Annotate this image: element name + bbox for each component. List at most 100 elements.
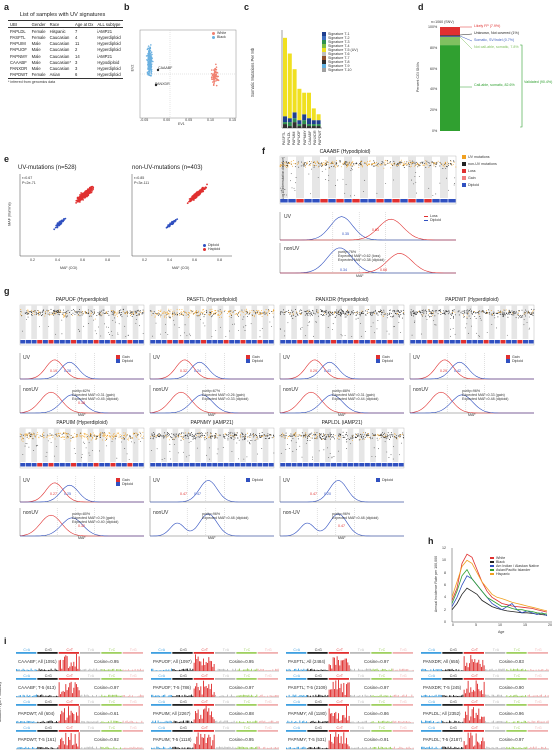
chromosome-band	[228, 305, 235, 339]
mutation-point	[377, 439, 379, 441]
mutation-point	[219, 326, 221, 328]
mutation-type-label: C>A	[23, 648, 31, 652]
uv-stat-p: P<2e-71	[22, 181, 36, 185]
mutation-point	[198, 310, 200, 312]
mutation-bar	[17, 669, 19, 671]
mutation-point	[205, 309, 207, 311]
mutation-point	[260, 312, 262, 314]
uv-scatter-title: UV-mutations (n=528)	[18, 165, 77, 171]
legend-item: Gain	[116, 355, 133, 359]
mutation-point	[286, 311, 288, 312]
mutation-point	[150, 310, 152, 312]
mutation-point	[81, 314, 83, 316]
mutation-point	[20, 439, 22, 441]
chromosome-band	[217, 428, 224, 462]
point-white	[215, 80, 217, 82]
mutation-point	[295, 163, 296, 165]
mutation-point	[497, 312, 499, 313]
mutation-point	[440, 163, 442, 165]
mutation-point	[417, 166, 419, 168]
mutation-point	[338, 311, 340, 313]
mutation-point	[306, 162, 308, 164]
mutation-point	[218, 315, 220, 317]
mutation-bar	[204, 686, 206, 697]
mutation-point	[466, 309, 468, 311]
mutation-point	[226, 313, 228, 315]
mutation-point	[322, 164, 323, 166]
mutation-point	[291, 435, 293, 437]
sample-tick-label: PAPUOF	[297, 130, 302, 146]
mutation-point	[186, 434, 188, 436]
table-cell: Asian	[47, 71, 73, 79]
mutation-type-labels: C>A C>G C>T T>A T>C T>G	[16, 674, 144, 678]
mutation-bar	[191, 694, 192, 697]
legend-item: Black	[490, 560, 539, 564]
mutation-type-label: T>G	[129, 674, 137, 678]
mutation-point	[324, 164, 326, 165]
annot-caaabf: CAAABF	[158, 66, 173, 70]
mutation-point	[251, 440, 253, 441]
copy-number-segment	[336, 340, 342, 344]
mutation-point	[420, 333, 422, 335]
table-cell: iAMP21	[97, 53, 113, 59]
legend-item: Hispanic	[490, 572, 539, 576]
mutation-bar	[205, 685, 207, 697]
chromosome-band	[432, 305, 439, 339]
mutation-point	[315, 321, 317, 323]
mutation-point	[467, 311, 469, 313]
purity-line: purity=67%	[202, 389, 221, 393]
mutation-point	[384, 161, 386, 163]
mutation-point	[95, 435, 97, 437]
mutation-bar	[96, 694, 97, 697]
mutation-bar	[181, 669, 183, 671]
cgi-stacked-bar	[440, 27, 460, 131]
mutation-point	[513, 314, 515, 316]
copy-number-segment	[155, 463, 161, 467]
chromosome-band	[76, 428, 82, 462]
mutation-point	[238, 311, 240, 313]
mutation-point	[496, 313, 498, 314]
chromosome-band	[421, 305, 427, 339]
mutation-bar	[64, 691, 65, 697]
legend-label: Diploid	[512, 359, 523, 363]
mutation-point	[301, 327, 303, 328]
mutation-point	[450, 160, 452, 162]
mutation-point	[377, 435, 379, 437]
mutation-point	[326, 434, 328, 436]
copy-number-segment	[133, 463, 139, 467]
mutation-point	[26, 433, 28, 435]
mutation-point	[85, 310, 86, 312]
mutation-point	[351, 167, 352, 169]
mutation-point	[138, 313, 140, 315]
mutation-point	[209, 311, 210, 313]
mutation-point	[422, 309, 424, 311]
mutation-point	[324, 312, 326, 314]
table-cell: PAPUOF	[10, 47, 27, 53]
chromosome-band	[65, 428, 71, 462]
legend-item: Signature T-1	[322, 32, 358, 36]
mutation-point	[189, 312, 191, 314]
mutation-point	[136, 436, 138, 438]
mutation-point	[297, 161, 299, 163]
mutation-point	[440, 314, 442, 315]
mutation-point	[181, 308, 183, 310]
mutation-point	[200, 436, 202, 438]
mutation-point	[211, 315, 213, 317]
mutation-point	[365, 331, 366, 332]
mutation-point	[521, 309, 523, 311]
copy-number-segment	[110, 340, 116, 344]
mutation-point	[338, 433, 340, 435]
mutation-point	[27, 435, 29, 437]
mutation-point	[329, 433, 331, 435]
mutation-point	[164, 311, 166, 313]
mutation-point	[364, 436, 366, 438]
copy-number-segment	[31, 463, 37, 467]
mutation-point	[166, 317, 168, 319]
mutation-point	[378, 448, 379, 450]
purity-line: Expected MAF=0.40 (diploid)	[72, 520, 119, 524]
mutation-point	[272, 312, 274, 314]
mutation-point	[411, 179, 412, 181]
mutation-point	[62, 432, 64, 434]
mutation-point	[390, 454, 392, 456]
mutation-bar	[227, 668, 228, 671]
